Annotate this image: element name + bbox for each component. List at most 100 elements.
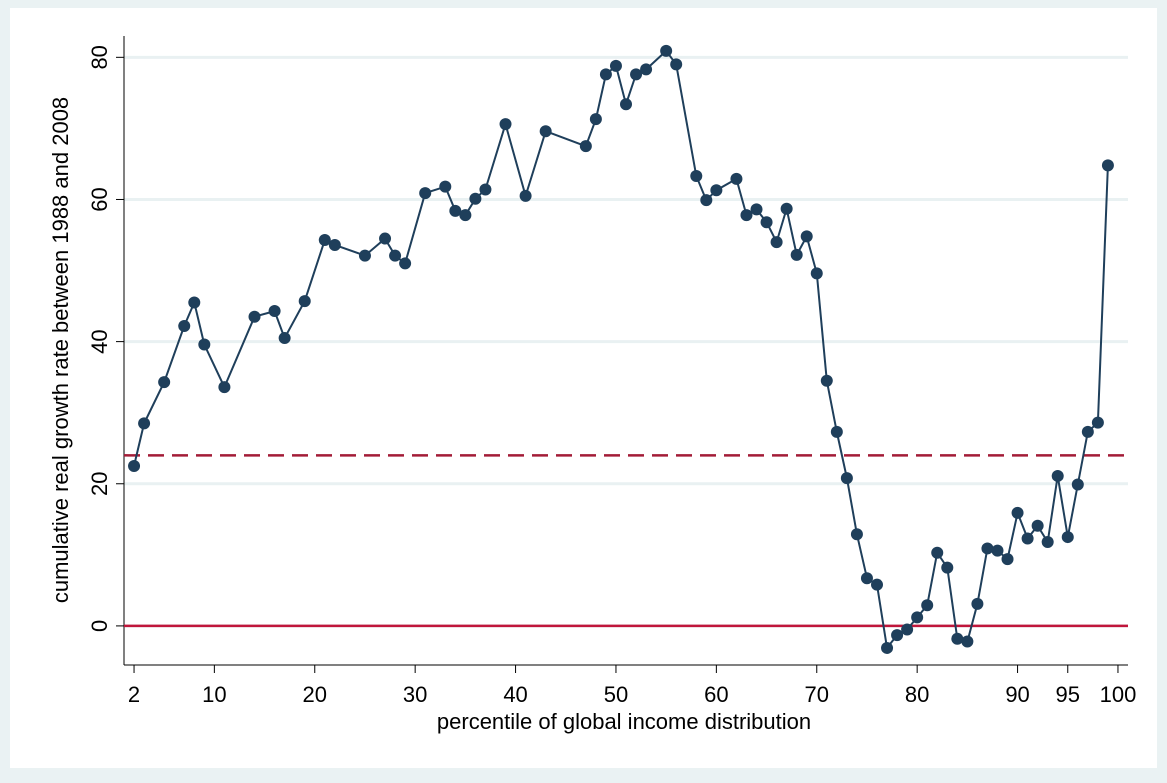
data-point (379, 232, 392, 245)
plot-background (10, 8, 1157, 768)
data-point (158, 376, 171, 389)
series-line (133, 49, 1109, 651)
data-point (981, 542, 994, 555)
data-point (800, 230, 813, 243)
data-point (1021, 532, 1034, 545)
data-point (730, 172, 743, 185)
data-point (871, 578, 883, 591)
data-point (971, 597, 984, 610)
data-point (820, 374, 833, 387)
data-point (750, 203, 763, 216)
x-axis-title: percentile of global income distribution (437, 709, 811, 734)
data-point (1001, 553, 1014, 566)
y-tick-label: 0 (87, 620, 112, 632)
axes: 0 20 40 60 80 2 10 20 30 40 50 60 70 80 90 95 100 (87, 36, 1136, 707)
data-point (449, 204, 462, 217)
data-point (519, 189, 532, 202)
data-point (218, 381, 231, 394)
data-point (881, 641, 894, 654)
data-point (328, 238, 341, 251)
data-point (951, 632, 964, 645)
data-point (770, 236, 783, 249)
data-point (389, 249, 402, 262)
data-point (941, 561, 954, 574)
data-point (479, 183, 492, 196)
x-tick-label: 10 (202, 682, 226, 707)
data-point (589, 113, 602, 126)
data-point (1071, 478, 1084, 491)
y-axis-title: cumulative real growth rate between 1988… (48, 97, 73, 603)
y-tick-label: 80 (87, 45, 112, 69)
data-point (961, 635, 974, 648)
x-tick-label: 70 (805, 682, 829, 707)
data-point (1051, 469, 1064, 482)
data-point (539, 125, 552, 138)
data-point (609, 59, 622, 72)
data-point (660, 44, 673, 57)
data-point (810, 267, 823, 280)
x-tick-label: 30 (403, 682, 427, 707)
x-tick-label: 60 (704, 682, 728, 707)
data-point (901, 623, 914, 636)
data-point (419, 187, 432, 200)
x-tick-label: 50 (604, 682, 628, 707)
data-point (921, 599, 934, 612)
data-point (840, 472, 853, 485)
data-point (1041, 536, 1054, 549)
data-point (318, 233, 331, 246)
series (128, 44, 1114, 654)
data-point (891, 629, 904, 642)
data-point (439, 180, 452, 193)
x-tick-label: 20 (303, 682, 327, 707)
x-tick-label: 2 (128, 682, 140, 707)
data-point (1031, 519, 1044, 532)
data-point (630, 68, 643, 81)
data-point (640, 63, 653, 76)
data-point (710, 184, 723, 197)
data-point (128, 459, 141, 472)
data-point (459, 209, 472, 222)
data-point (188, 296, 201, 309)
data-point (760, 216, 773, 229)
data-point (278, 332, 291, 345)
data-point (690, 170, 703, 183)
data-point (469, 192, 482, 205)
data-point (790, 248, 803, 261)
x-tick-label: 90 (1005, 682, 1029, 707)
x-tick-label: 80 (905, 682, 929, 707)
data-point (1091, 416, 1104, 429)
data-point (248, 310, 261, 323)
data-point (499, 118, 512, 131)
data-point (740, 209, 753, 222)
data-point (1101, 159, 1114, 172)
data-point (1061, 531, 1074, 544)
data-point (358, 249, 371, 262)
data-point (780, 202, 793, 215)
data-point (931, 546, 944, 559)
x-tick-label: 100 (1100, 682, 1137, 707)
data-point (138, 417, 151, 430)
data-point (1081, 425, 1094, 438)
data-point (178, 319, 191, 332)
data-point (991, 544, 1004, 557)
data-point (298, 295, 311, 308)
data-point (268, 305, 281, 318)
x-tick-label: 95 (1056, 682, 1080, 707)
y-tick-label: 60 (87, 187, 112, 211)
data-point (1011, 506, 1024, 519)
data-point (830, 425, 843, 438)
data-point (700, 194, 713, 207)
y-tick-label: 20 (87, 472, 112, 496)
data-point (579, 140, 592, 153)
data-point (399, 257, 412, 270)
y-tick-label: 40 (87, 329, 112, 353)
reference-lines (124, 454, 1128, 628)
data-point (670, 58, 683, 71)
data-point (860, 572, 873, 585)
x-tick-label: 40 (503, 682, 527, 707)
data-point (198, 338, 211, 351)
data-point (911, 611, 924, 624)
data-point (599, 68, 612, 81)
